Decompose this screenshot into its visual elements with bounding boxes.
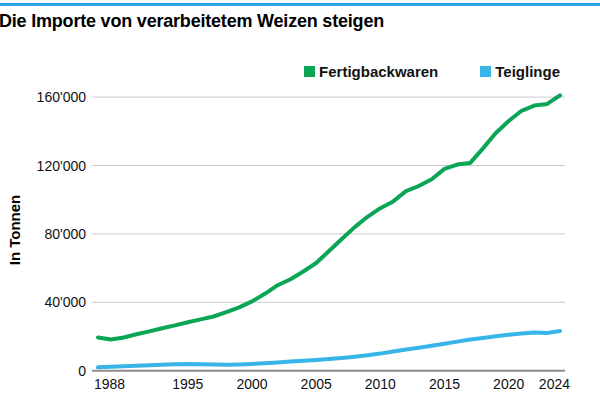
x-tick-label: 2024 — [539, 376, 570, 392]
y-tick-label: 120'000 — [37, 158, 87, 174]
x-tick-label: 2010 — [365, 376, 396, 392]
y-tick-label: 0 — [78, 363, 86, 379]
x-tick-label: 2015 — [429, 376, 460, 392]
x-tick-label: 2005 — [301, 376, 332, 392]
x-tick-label: 2000 — [236, 376, 267, 392]
chart-svg: 0 40'000 80'000 120'000 160'000 1988 1995 2000 2… — [0, 0, 600, 400]
x-tick-label: 2020 — [493, 376, 524, 392]
y-tick-label: 80'000 — [44, 226, 86, 242]
y-tick-label: 40'000 — [44, 294, 86, 310]
series-line-teiglinge — [98, 331, 560, 367]
x-tick-label: 1995 — [172, 376, 203, 392]
x-tick-label: 1988 — [94, 376, 125, 392]
y-tick-label: 160'000 — [37, 89, 87, 105]
